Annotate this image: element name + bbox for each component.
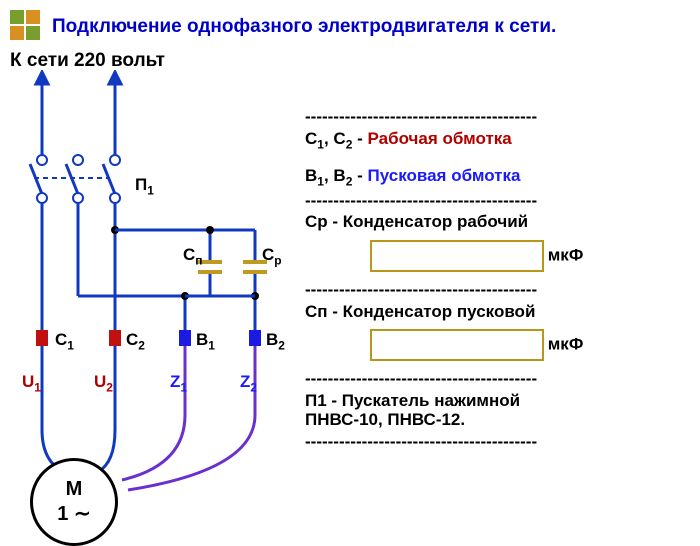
legend-b1b2: B1, B2 - Пусковая обмотка <box>305 166 583 189</box>
label-C1: C1 <box>55 330 74 352</box>
label-Z1: Z1 <box>170 372 187 394</box>
legend-c1c2: C1, C2 - Рабочая обмотка <box>305 129 583 152</box>
label-P1: П1 <box>135 175 154 197</box>
title-row: Подключение однофазного электродвигателя… <box>10 10 556 44</box>
legend-cp: Cр - Конденсатор рабочий <box>305 212 583 232</box>
label-U1: U1 <box>22 372 41 394</box>
motor-symbol: M 1 ∼ <box>30 458 118 546</box>
label-C2: C2 <box>126 330 145 352</box>
logo-icon <box>10 10 44 44</box>
diagram-canvas: Подключение однофазного электродвигателя… <box>0 0 700 545</box>
legend-divider: ----------------------------------------… <box>305 107 583 127</box>
legend: ----------------------------------------… <box>305 105 583 453</box>
legend-p1: П1 - Пускатель нажимной ПНВС-10, ПНВС-12… <box>305 391 583 430</box>
motor-phase: 1 ∼ <box>57 501 90 526</box>
legend-cp-value: мкФ <box>305 240 583 272</box>
legend-divider: ----------------------------------------… <box>305 280 583 300</box>
label-B1: B1 <box>196 330 215 352</box>
legend-cn-value: мкФ <box>305 329 583 361</box>
page-title: Подключение однофазного электродвигателя… <box>52 16 556 38</box>
legend-divider: ----------------------------------------… <box>305 432 583 452</box>
motor-letter: M <box>66 478 83 501</box>
label-U2: U2 <box>94 372 113 394</box>
label-Cp: Cр <box>262 245 282 267</box>
legend-divider: ----------------------------------------… <box>305 369 583 389</box>
label-B2: B2 <box>266 330 285 352</box>
label-Cn: Cп <box>183 245 203 267</box>
legend-divider: ----------------------------------------… <box>305 191 583 211</box>
legend-cn: Cп - Конденсатор пусковой <box>305 302 583 322</box>
cp-value-box[interactable] <box>370 240 544 272</box>
label-Z2: Z2 <box>240 372 257 394</box>
supply-label: К сети 220 вольт <box>10 50 165 72</box>
cn-value-box[interactable] <box>370 329 544 361</box>
